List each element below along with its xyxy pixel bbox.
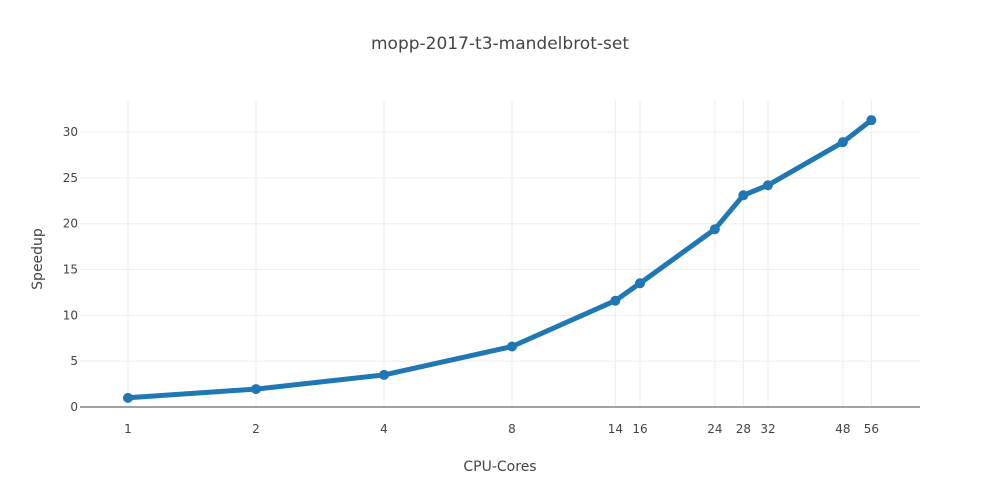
y-axis-ticks: 0 5 10 15 20 25 30 xyxy=(63,125,78,414)
x-tick-label: 4 xyxy=(380,422,388,436)
y-tick-label: 25 xyxy=(63,171,78,185)
y-axis-title: Speedup xyxy=(30,228,46,290)
data-point xyxy=(251,384,261,395)
data-point xyxy=(866,115,877,126)
data-point xyxy=(837,137,848,148)
y-tick-label: 10 xyxy=(63,308,78,322)
x-tick-label: 16 xyxy=(632,422,647,436)
y-tick-label: 20 xyxy=(63,217,78,231)
x-tick-label: 2 xyxy=(252,422,260,436)
y-tick-label: 0 xyxy=(70,400,78,414)
x-tick-label: 24 xyxy=(707,422,722,436)
grid xyxy=(80,100,920,408)
x-tick-label: 32 xyxy=(760,422,775,436)
x-axis-ticks: 1 2 4 8 14 16 24 28 32 48 56 xyxy=(124,422,879,436)
y-tick-label: 30 xyxy=(63,125,78,139)
x-axis-title: CPU-Cores xyxy=(463,459,536,475)
x-tick-label: 28 xyxy=(736,422,751,436)
series xyxy=(123,115,877,403)
data-point xyxy=(507,341,517,352)
data-point xyxy=(709,224,720,235)
data-point xyxy=(763,180,773,191)
chart-title: mopp-2017-t3-mandelbrot-set xyxy=(371,34,629,54)
series-line xyxy=(125,117,874,401)
x-tick-label: 56 xyxy=(864,422,879,436)
data-point xyxy=(610,295,621,306)
y-tick-label: 15 xyxy=(63,263,78,277)
data-point xyxy=(635,278,645,289)
x-tick-label: 48 xyxy=(835,422,850,436)
x-tick-label: 8 xyxy=(508,422,516,436)
x-tick-label: 1 xyxy=(124,422,132,436)
data-point xyxy=(738,190,749,201)
x-tick-label: 14 xyxy=(608,422,623,436)
y-tick-label: 5 xyxy=(70,354,78,368)
data-point xyxy=(379,369,389,380)
data-point xyxy=(123,392,133,403)
